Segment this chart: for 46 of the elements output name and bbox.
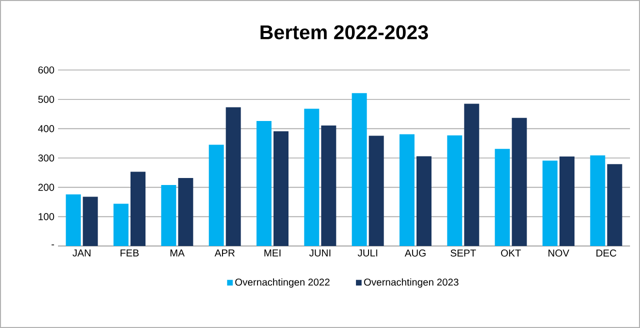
bar <box>178 178 194 246</box>
bar <box>66 194 81 246</box>
bar <box>82 196 98 246</box>
bar <box>464 104 480 246</box>
x-tick-label: FEB <box>120 250 139 256</box>
bar <box>321 125 336 246</box>
x-tick-label: JULI <box>358 250 378 256</box>
bar <box>590 155 606 246</box>
bar <box>352 93 367 246</box>
bar <box>447 135 462 246</box>
x-tick-label: MA <box>170 250 185 256</box>
y-tick-label: 500 <box>38 96 54 103</box>
bar <box>494 148 510 246</box>
bar <box>560 156 575 246</box>
x-tick-label: APR <box>214 250 235 256</box>
bar <box>256 121 272 246</box>
bar <box>607 164 622 246</box>
legend-label: Overnachtingen 2023 <box>364 278 458 288</box>
y-tick-label: 200 <box>38 184 54 191</box>
x-tick-label: JAN <box>72 250 90 256</box>
bar <box>130 172 146 246</box>
x-tick-label: SEPT <box>450 250 476 257</box>
legend-label: Overnachtingen 2022 <box>235 278 330 288</box>
y-tick-label: 100 <box>38 213 54 220</box>
bar <box>114 204 129 246</box>
y-tick-label: 300 <box>38 154 54 162</box>
bar <box>226 107 241 246</box>
y-tick-label: - <box>52 244 54 246</box>
bar <box>542 160 558 246</box>
bar <box>416 156 432 246</box>
x-tick-label: MEI <box>264 250 280 256</box>
bar <box>400 134 415 246</box>
bar <box>512 118 527 246</box>
bar <box>161 184 176 246</box>
bar <box>304 108 320 246</box>
x-tick-label: DEC <box>596 250 616 257</box>
x-tick-label: OKT <box>501 250 521 257</box>
x-tick-label: NOV <box>548 250 570 257</box>
bar <box>208 144 224 246</box>
x-tick-label: AUG <box>404 250 426 257</box>
y-tick-label: 600 <box>38 66 54 74</box>
x-tick-label: JUNI <box>309 250 330 256</box>
chart-title: Bertem 2022-2023 <box>260 25 428 40</box>
bar <box>368 136 384 246</box>
bar <box>274 131 288 246</box>
y-tick-label: 400 <box>38 125 54 132</box>
